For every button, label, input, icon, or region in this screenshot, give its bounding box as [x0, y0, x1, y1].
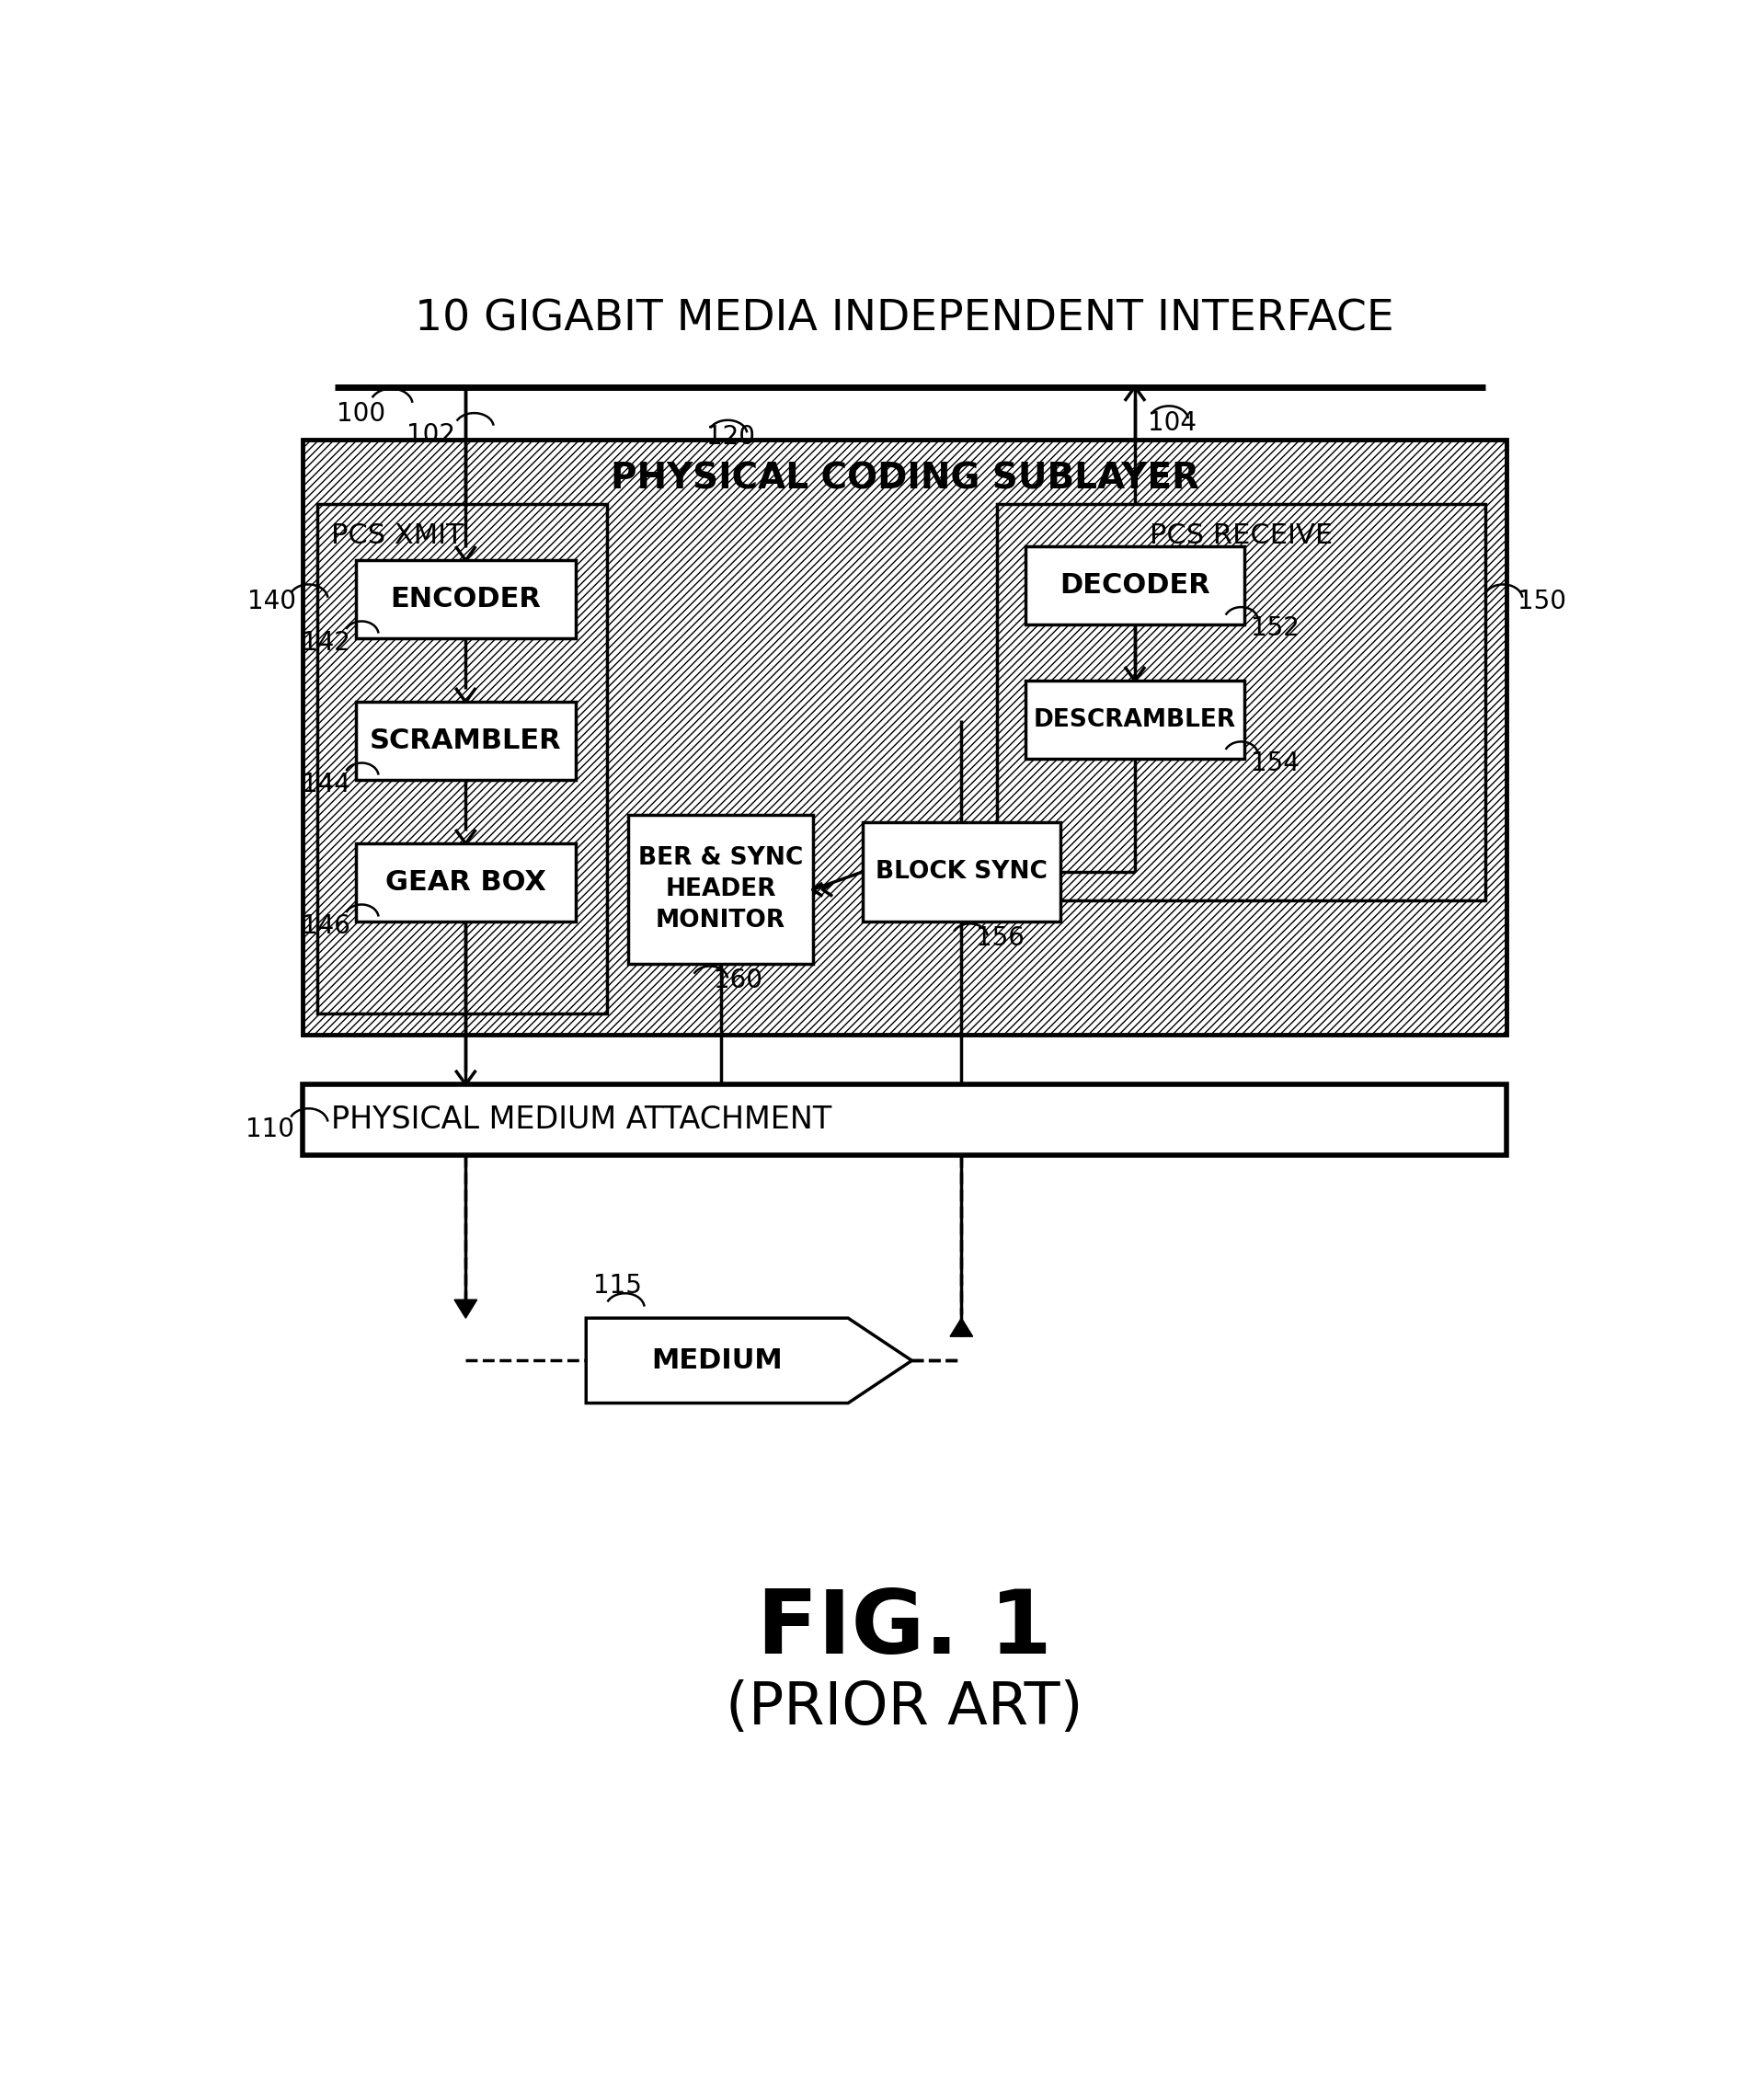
Text: DECODER: DECODER [1060, 572, 1210, 599]
Bar [997, 504, 1485, 900]
Text: 10 GIGABIT MEDIA INDEPENDENT INTERFACE: 10 GIGABIT MEDIA INDEPENDENT INTERFACE [415, 299, 1394, 340]
Text: 160: 160 [714, 968, 762, 993]
Bar [863, 823, 1060, 922]
Text: BER & SYNC
HEADER
MONITOR: BER & SYNC HEADER MONITOR [639, 846, 803, 933]
Text: 104: 104 [1148, 410, 1196, 435]
Text: 115: 115 [593, 1273, 642, 1298]
Bar [1025, 680, 1245, 759]
Text: SCRAMBLER: SCRAMBLER [370, 728, 561, 755]
Text: 146: 146 [302, 912, 351, 939]
Text: 144: 144 [302, 771, 351, 798]
Text: PHYSICAL MEDIUM ATTACHMENT: PHYSICAL MEDIUM ATTACHMENT [332, 1105, 831, 1136]
Text: 150: 150 [1517, 589, 1566, 614]
Bar [356, 703, 575, 779]
Bar [356, 560, 575, 638]
Text: 156: 156 [975, 925, 1025, 952]
Text: DESCRAMBLER: DESCRAMBLER [1034, 707, 1237, 732]
Polygon shape [586, 1318, 912, 1403]
Polygon shape [455, 1300, 476, 1318]
Text: FIG. 1: FIG. 1 [757, 1588, 1051, 1673]
Text: GEAR BOX: GEAR BOX [385, 869, 547, 896]
Text: ENCODER: ENCODER [390, 587, 542, 614]
Text: 142: 142 [302, 630, 351, 655]
Bar [628, 815, 813, 964]
Text: (PRIOR ART): (PRIOR ART) [725, 1679, 1083, 1735]
Bar [303, 1084, 1506, 1155]
Bar [1025, 545, 1245, 624]
Text: MEDIUM: MEDIUM [651, 1347, 783, 1374]
Bar [303, 439, 1506, 1034]
Text: 102: 102 [406, 423, 455, 448]
Polygon shape [951, 1318, 972, 1337]
Text: 140: 140 [247, 589, 296, 614]
Text: 110: 110 [245, 1115, 295, 1142]
Bar [356, 844, 575, 922]
Text: PCS XMIT: PCS XMIT [332, 522, 464, 549]
Text: 152: 152 [1251, 616, 1298, 641]
Text: BLOCK SYNC: BLOCK SYNC [875, 860, 1048, 883]
Text: 100: 100 [337, 400, 386, 427]
Text: 154: 154 [1251, 750, 1298, 775]
Text: PCS RECEIVE: PCS RECEIVE [1150, 522, 1334, 549]
Text: PHYSICAL CODING SUBLAYER: PHYSICAL CODING SUBLAYER [610, 462, 1200, 495]
Bar [318, 504, 607, 1014]
Text: 120: 120 [706, 425, 755, 450]
